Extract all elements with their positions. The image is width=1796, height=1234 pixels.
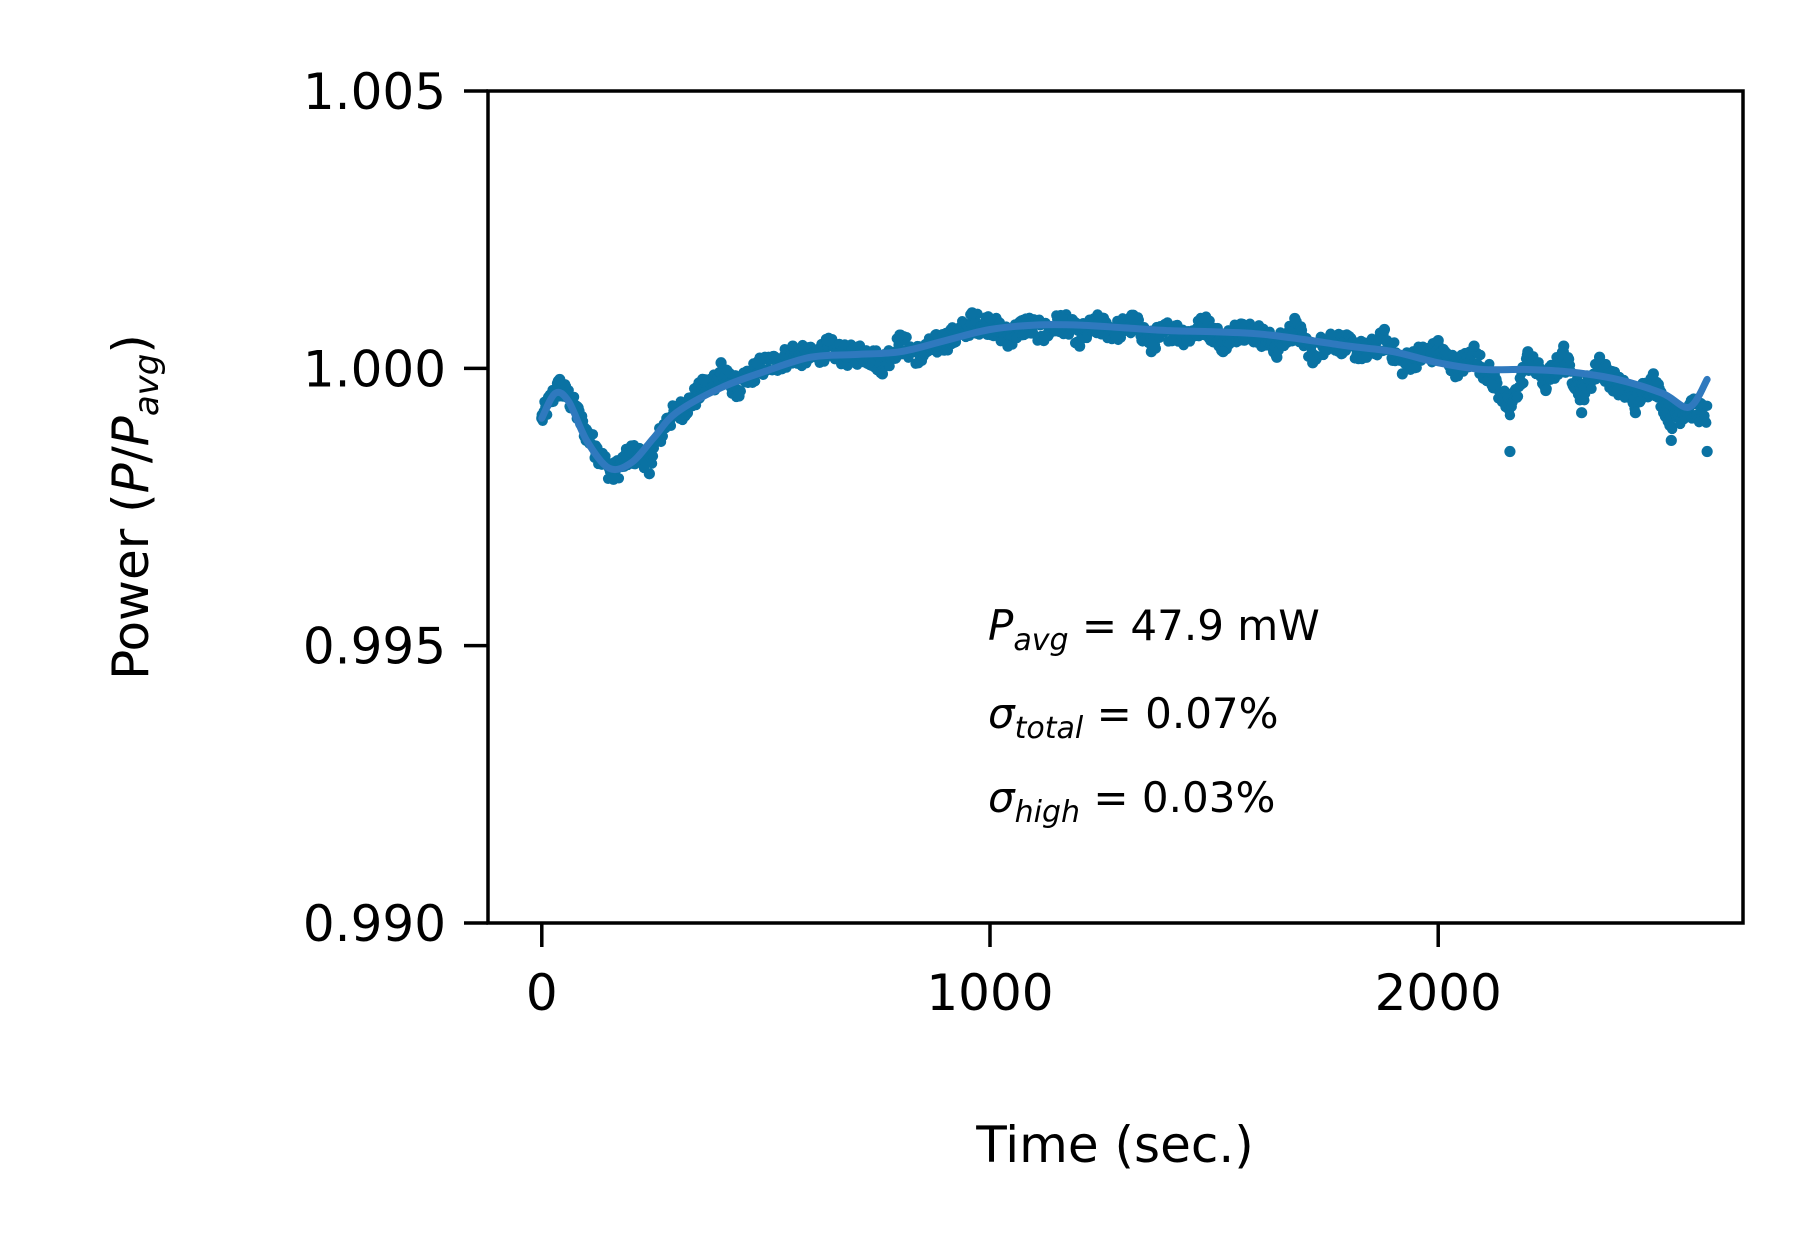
y-tick-label: 1.000 <box>303 340 446 398</box>
data-point <box>1145 346 1157 358</box>
data-point <box>1199 312 1211 325</box>
y-tick-label: 1.005 <box>303 63 446 121</box>
annotation-pavg: Pavg = 47.9 mW <box>988 601 1320 658</box>
x-axis-title: Time (sec.) <box>975 1116 1253 1174</box>
data-point <box>1181 335 1193 347</box>
y-axis-title: Power (P/Pavg) <box>102 334 167 680</box>
data-point <box>1289 312 1301 325</box>
data-point <box>1325 329 1337 341</box>
data-point <box>647 450 659 462</box>
data-point <box>1074 340 1086 352</box>
data-point <box>1586 383 1597 395</box>
data-point <box>1665 434 1677 447</box>
trend-line <box>538 321 1711 474</box>
data-point <box>733 390 745 402</box>
data-point <box>1127 312 1140 325</box>
data-point <box>1360 351 1373 363</box>
data-point <box>1629 407 1642 419</box>
data-point <box>587 429 599 440</box>
data-point <box>1396 368 1408 380</box>
y-axis: 0.990 0.995 1.000 1.005 <box>303 63 488 953</box>
data-point <box>912 357 924 369</box>
data-point <box>1378 323 1391 336</box>
data-point <box>1432 335 1444 347</box>
data-point <box>1504 445 1516 458</box>
data-point <box>1475 349 1486 361</box>
data-point <box>715 357 727 369</box>
data-point <box>1576 407 1588 419</box>
data-point <box>625 440 638 452</box>
data-point <box>1504 409 1516 421</box>
data-points <box>536 307 1713 485</box>
data-point <box>1518 377 1529 389</box>
data-point <box>1540 384 1552 397</box>
data-point <box>966 307 978 319</box>
annotation-sigma-high: σhigh = 0.03% <box>988 773 1275 830</box>
y-tick-label: 0.990 <box>303 895 446 953</box>
stats-annotation: Pavg = 47.9 mW σtotal = 0.07% σhigh = 0.… <box>988 601 1320 830</box>
data-point <box>894 329 906 341</box>
x-axis: 0 1000 2000 <box>526 923 1502 1022</box>
x-tick-label: 1000 <box>926 964 1053 1022</box>
data-point <box>1593 351 1606 363</box>
data-point <box>1217 346 1229 358</box>
data-point <box>607 473 620 485</box>
data-point <box>1468 340 1480 352</box>
data-point <box>1307 357 1319 369</box>
data-point <box>1271 351 1283 363</box>
data-point <box>1647 368 1659 380</box>
data-point <box>1109 329 1122 341</box>
data-point <box>643 468 655 480</box>
y-tick-label: 0.995 <box>303 618 446 676</box>
data-point <box>1558 340 1570 352</box>
data-point <box>1701 417 1712 428</box>
x-tick-label: 0 <box>526 964 558 1022</box>
data-point <box>554 373 566 386</box>
annotation-sigma-total: σtotal = 0.07% <box>988 689 1279 746</box>
data-point <box>1512 391 1524 402</box>
x-tick-label: 2000 <box>1375 964 1502 1022</box>
data-point <box>1486 379 1498 391</box>
data-point <box>769 351 781 363</box>
data-point <box>1522 346 1534 358</box>
data-point <box>984 312 996 325</box>
data-point <box>1235 318 1247 330</box>
data-point <box>697 373 709 386</box>
data-point <box>1666 423 1678 435</box>
data-point <box>823 335 835 347</box>
data-point <box>1389 337 1400 348</box>
data-point <box>1038 335 1050 347</box>
plot-frame <box>486 89 1745 925</box>
data-point <box>751 357 763 369</box>
data-point <box>1611 384 1624 397</box>
data-point <box>1701 400 1713 412</box>
data-point <box>1701 445 1713 458</box>
data-point <box>876 368 889 380</box>
data-point <box>1002 340 1014 352</box>
data-point <box>787 340 799 352</box>
